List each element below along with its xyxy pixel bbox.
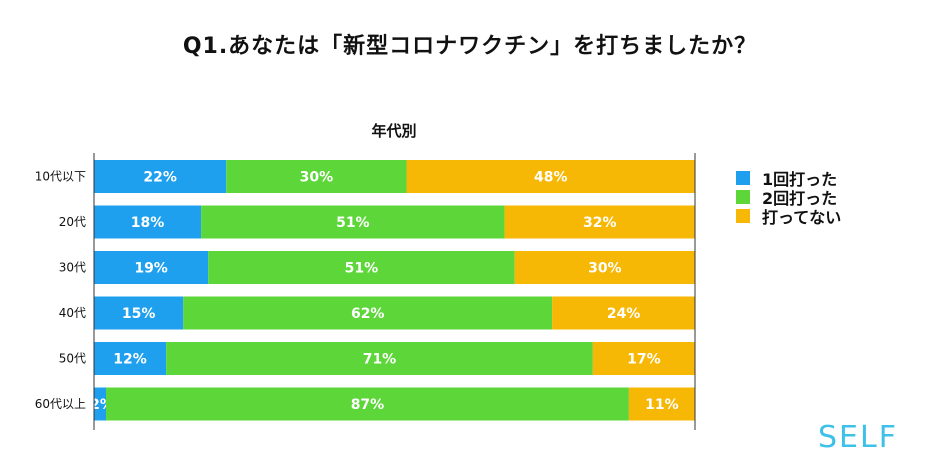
data-label: 51%	[345, 261, 379, 277]
legend-label-2: 2回打った	[762, 188, 838, 208]
legend-label-3: 打ってない	[762, 207, 842, 227]
bar-segment-3	[552, 296, 695, 330]
bar-segment-2	[201, 205, 505, 239]
bar-segment-1	[94, 296, 184, 330]
chart-title: Q1.あなたは「新型コロナワクチン」を打ちましたか？	[182, 34, 758, 59]
bar-segment-1	[94, 342, 167, 375]
category-label: 30代	[59, 261, 86, 275]
category-label: 50代	[59, 352, 86, 366]
legend-label-1: 1回打った	[762, 169, 838, 189]
data-label: 30%	[588, 261, 622, 277]
bar-segment-3	[628, 387, 695, 421]
legend-item-2: 2回打った	[736, 187, 841, 208]
category-label: 40代	[59, 306, 86, 320]
data-label: 22%	[143, 170, 177, 186]
legend-swatch-3	[736, 208, 750, 223]
legend: 1回打った 2回打った 打ってない	[736, 168, 842, 227]
category-label: 20代	[59, 215, 86, 229]
brand-logo: SELF	[818, 420, 898, 455]
data-label: 87%	[351, 397, 385, 413]
bar-segment-2	[183, 296, 553, 330]
bar-segment-2	[106, 387, 629, 421]
data-label: 18%	[131, 215, 165, 231]
bar-segment-1	[94, 251, 209, 284]
category-label: 10代以下	[35, 170, 86, 184]
legend-item-3: 打ってない	[736, 206, 842, 227]
bar-segment-3	[514, 251, 695, 284]
chart-subtitle: 年代別	[371, 122, 417, 140]
data-label: 51%	[336, 215, 370, 231]
bar-segment-2	[166, 342, 593, 375]
bar-segment-2	[226, 160, 407, 193]
bar-segment-1	[94, 387, 107, 421]
data-label: 15%	[122, 306, 156, 322]
data-label: 62%	[351, 306, 385, 322]
data-label: 71%	[363, 352, 397, 368]
legend-swatch-2	[736, 189, 750, 204]
bar-segment-3	[504, 205, 695, 239]
data-label: 12%	[113, 352, 147, 368]
bar-segment-1	[94, 160, 227, 193]
legend-item-1: 1回打った	[736, 168, 841, 189]
bar-segment-2	[208, 251, 515, 284]
bar-segment-3	[406, 160, 695, 193]
category-label: 60代以上	[35, 397, 86, 411]
data-label: 19%	[134, 261, 168, 277]
data-label: 17%	[627, 352, 661, 368]
bar-segment-3	[592, 342, 695, 375]
data-label: 24%	[607, 306, 641, 322]
data-label: 32%	[583, 215, 617, 231]
data-label: 48%	[534, 170, 568, 186]
legend-swatch-1	[736, 170, 750, 185]
data-label: 30%	[300, 170, 334, 186]
bar-segment-1	[94, 205, 202, 239]
data-label: 11%	[645, 397, 679, 413]
